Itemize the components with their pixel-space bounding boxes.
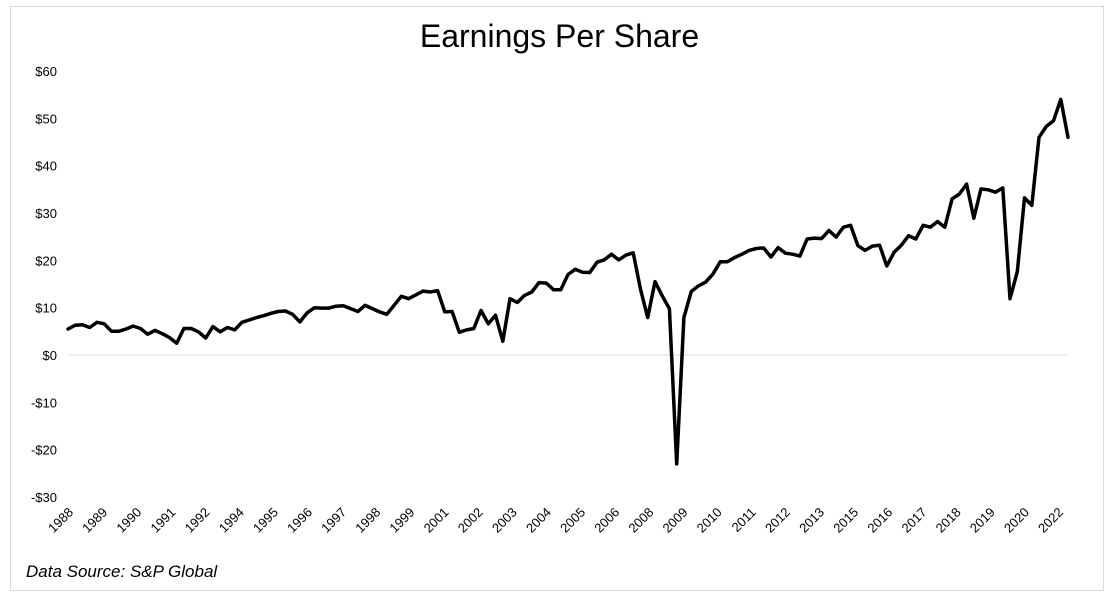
data-source-note: Data Source: S&P Global	[26, 562, 218, 581]
x-tick-label: 2002	[455, 505, 486, 536]
x-tick-label: 2022	[1035, 505, 1066, 536]
x-tick-label: 1999	[386, 505, 417, 536]
x-tick-label: 2003	[489, 505, 520, 536]
x-tick-label: 1997	[318, 505, 349, 536]
x-tick-label: 2019	[967, 505, 998, 536]
series-group	[66, 97, 1070, 466]
y-tick-label: -$20	[31, 443, 57, 458]
x-tick-label: 2011	[728, 505, 758, 535]
y-tick-label: -$30	[31, 490, 57, 505]
x-tick-label: 1992	[182, 505, 213, 536]
x-tick-label: 2020	[1001, 505, 1032, 536]
y-tick-label: $40	[35, 159, 57, 174]
x-tick-label: 2015	[830, 505, 861, 536]
chart-title: Earnings Per Share	[419, 18, 700, 54]
y-tick-label: $60	[35, 64, 57, 79]
x-tick-label: 2001	[421, 505, 452, 536]
x-tick-label: 2004	[523, 505, 554, 536]
x-tick-label: 1996	[284, 505, 315, 536]
x-tick-label: 2010	[694, 505, 725, 536]
x-tick-label: 2017	[899, 505, 930, 536]
x-tick-label: 2005	[557, 505, 588, 536]
y-tick-label: $50	[35, 111, 57, 126]
x-tick-label: 2016	[864, 505, 895, 536]
x-tick-label: 2006	[591, 505, 622, 536]
x-tick-label: 2009	[660, 505, 691, 536]
y-tick-label: $30	[35, 206, 57, 221]
x-tick-label: 2013	[796, 505, 827, 536]
x-tick-label: 2008	[625, 505, 656, 536]
x-tick-label: 1990	[113, 505, 144, 536]
y-tick-label: $20	[35, 253, 57, 268]
y-tick-label: $10	[35, 301, 57, 316]
x-tick-label: 1998	[352, 505, 383, 536]
x-tick-label: 1989	[79, 505, 110, 536]
chart-frame	[10, 6, 1104, 591]
x-tick-label: 1988	[45, 505, 76, 536]
x-tick-label: 2012	[762, 505, 793, 536]
x-tick-label: 1994	[216, 505, 247, 536]
y-tick-label: -$10	[31, 395, 57, 410]
y-tick-label: $0	[43, 348, 57, 363]
x-axis: 1988 1989 1990 1991 1992 1994 1995 1996 1997 1998…	[45, 505, 1066, 536]
x-tick-label: 1991	[147, 505, 178, 536]
x-tick-label: 1995	[250, 505, 281, 536]
eps-series-line	[66, 97, 1070, 466]
x-tick-label: 2018	[933, 505, 964, 536]
y-axis: $60 $50 $40 $30 $20 $10 $0 -$10 -$20 -$30	[31, 64, 57, 505]
